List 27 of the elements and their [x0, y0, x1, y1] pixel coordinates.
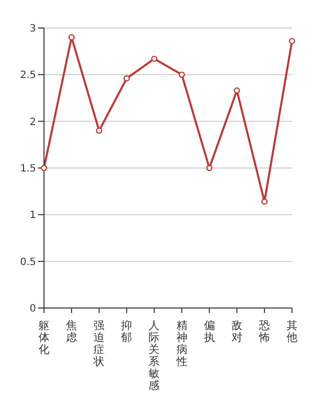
y-tick-label: 0 — [30, 304, 36, 315]
x-tick-label: 人际关系敏感 — [148, 319, 160, 392]
x-tick-label: 敌对 — [231, 319, 242, 344]
y-tick-label: 0.5 — [20, 256, 36, 268]
point — [206, 164, 212, 172]
y-tick-label: 1 — [30, 210, 36, 222]
y-tick-label: 2.5 — [20, 70, 36, 82]
point — [68, 34, 75, 40]
y-tick-label: 2 — [30, 116, 36, 128]
point — [261, 198, 268, 205]
x-tick-label: 躯体化 — [38, 319, 50, 356]
x-tick-label: 抑郁 — [121, 319, 132, 344]
point — [288, 38, 296, 44]
point — [178, 72, 185, 78]
x-tick-label: 精神病性 — [175, 319, 188, 368]
point — [234, 87, 240, 94]
point — [151, 56, 158, 62]
point — [124, 75, 130, 82]
point — [40, 164, 48, 172]
y-tick-label: 3 — [30, 24, 36, 35]
x-tick-label: 偏执 — [204, 319, 215, 344]
x-tick-label: 其他 — [286, 319, 298, 344]
x-tick-label: 焦虑 — [66, 319, 78, 344]
x-tick-label: 恐怖 — [258, 319, 270, 344]
x-tick-label: 强迫症状 — [92, 319, 105, 368]
point — [96, 128, 102, 134]
y-tick-label: 1.5 — [20, 164, 36, 175]
